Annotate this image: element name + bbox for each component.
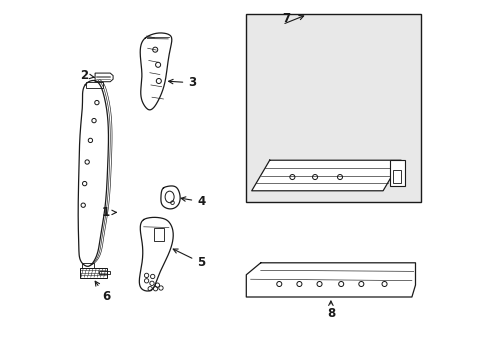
- Text: 6: 6: [95, 281, 110, 303]
- Text: 8: 8: [326, 307, 334, 320]
- Polygon shape: [251, 160, 400, 191]
- Bar: [392, 170, 400, 183]
- Text: 7: 7: [281, 12, 289, 24]
- Bar: [80, 268, 106, 278]
- Bar: [153, 228, 163, 241]
- Polygon shape: [95, 73, 113, 82]
- Polygon shape: [246, 263, 415, 297]
- Bar: [86, 82, 103, 88]
- Text: 4: 4: [181, 195, 205, 208]
- Bar: [389, 160, 404, 186]
- Bar: [246, 14, 420, 202]
- Text: 3: 3: [168, 76, 196, 89]
- Bar: [81, 263, 94, 268]
- Text: 5: 5: [173, 249, 205, 269]
- Text: 2: 2: [80, 69, 94, 82]
- Text: 1: 1: [102, 206, 116, 219]
